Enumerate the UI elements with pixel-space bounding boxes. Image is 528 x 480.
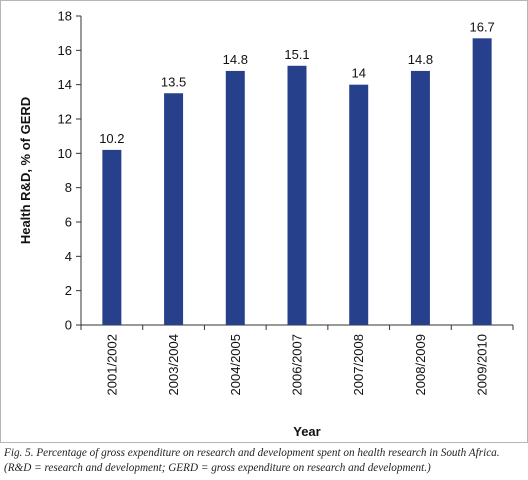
bar [349, 84, 369, 326]
data-label: 10.2 [99, 131, 124, 146]
y-tick-label: 2 [65, 283, 72, 298]
data-label: 15.1 [284, 47, 309, 62]
bars [102, 38, 492, 326]
data-label: 14.8 [223, 52, 248, 67]
x-axis-title: Year [293, 424, 320, 439]
x-tick-label: 2003/2004 [166, 334, 181, 395]
bar [472, 38, 492, 326]
data-label: 14.8 [408, 52, 433, 67]
y-axis: 0 2 4 6 8 10 12 14 16 18 [58, 9, 82, 333]
bar-chart: 0 2 4 6 8 10 12 14 16 18 2001/2002 2003/2004 2004/2… [18, 9, 514, 439]
y-tick-label: 0 [65, 318, 72, 333]
data-label: 14 [351, 66, 365, 81]
y-tick-label: 12 [58, 112, 72, 127]
bar [410, 70, 430, 325]
x-axis: 2001/2002 2003/2004 2004/2005 2006/2007 2007… [80, 324, 514, 395]
bar [164, 93, 184, 325]
y-tick-label: 6 [65, 215, 72, 230]
x-tick-label: 2008/2009 [413, 334, 428, 395]
y-tick-label: 8 [65, 180, 72, 195]
y-tick-label: 4 [65, 249, 72, 264]
x-tick-label: 2007/2008 [351, 334, 366, 395]
data-label: 16.7 [469, 19, 494, 34]
bar [102, 149, 122, 325]
figure-frame: 0 2 4 6 8 10 12 14 16 18 2001/2002 2003/2004 2004/2… [0, 0, 528, 443]
y-tick-label: 10 [58, 146, 72, 161]
x-tick-label: 2006/2007 [290, 334, 305, 395]
figure-caption: Fig. 5. Percentage of gross expenditure … [4, 447, 500, 474]
bar [287, 65, 307, 326]
y-tick-label: 16 [58, 43, 72, 58]
data-labels: 10.2 13.5 14.8 15.1 14 14.8 16.7 [99, 19, 495, 146]
y-tick-label: 18 [58, 9, 72, 24]
y-tick-label: 14 [58, 77, 72, 92]
data-label: 13.5 [161, 74, 186, 89]
x-tick-label: 2009/2010 [475, 334, 490, 395]
y-axis-title: Health R&D, % of GERD [18, 97, 33, 244]
x-tick-label: 2004/2005 [228, 334, 243, 395]
bar [225, 70, 245, 325]
x-tick-label: 2001/2002 [104, 334, 119, 395]
